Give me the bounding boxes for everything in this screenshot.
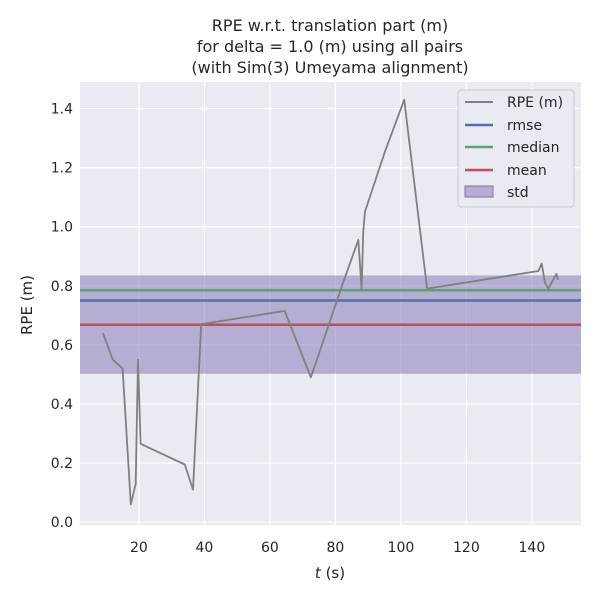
x-tick-label: 60 — [261, 540, 279, 556]
x-tick-label: 80 — [326, 540, 344, 556]
x-tick-label: 140 — [519, 540, 546, 556]
x-axis-unit: (s) — [321, 564, 345, 582]
x-tick-label: 100 — [388, 540, 415, 556]
legend-label-std: std — [507, 185, 529, 201]
y-tick-label: 1.0 — [51, 220, 73, 236]
stat-lines-layer — [80, 288, 581, 327]
chart-title-line-2: for delta = 1.0 (m) using all pairs — [197, 37, 463, 56]
y-tick-label: 0.8 — [51, 279, 73, 295]
legend-label-rpe: RPE (m) — [507, 95, 563, 111]
y-tick-label: 1.4 — [51, 102, 73, 118]
x-axis-variable: t — [315, 564, 322, 582]
x-tick-label: 20 — [130, 540, 148, 556]
x-axis-label: t (s) — [315, 564, 345, 582]
y-tick-label: 0.6 — [51, 338, 73, 354]
legend-label-rmse: rmse — [507, 118, 542, 134]
y-axis-label: RPE (m) — [18, 275, 36, 335]
y-tick-label: 0.2 — [51, 456, 73, 472]
y-tick-label: 0.4 — [51, 397, 73, 413]
legend: RPE (m) rmse median mean std — [457, 89, 575, 208]
x-tick-labels: 20 40 60 80 100 120 140 — [130, 540, 545, 556]
y-tick-labels: 0.0 0.2 0.4 0.6 0.8 1.0 1.2 1.4 — [51, 102, 73, 531]
series-layer — [102, 98, 559, 506]
legend-label-median: median — [507, 140, 559, 156]
legend-label-mean: mean — [507, 163, 547, 179]
chart-title-line-3: (with Sim(3) Umeyama alignment) — [191, 58, 468, 77]
y-tick-label: 0.0 — [51, 515, 73, 531]
y-tick-label: 1.2 — [51, 161, 73, 177]
chart-title-line-1: RPE w.r.t. translation part (m) — [212, 16, 448, 35]
x-tick-label: 40 — [196, 540, 214, 556]
legend-swatch-std — [464, 185, 494, 198]
rpe-series-line — [102, 98, 559, 506]
legend-box — [457, 89, 575, 208]
x-tick-label: 120 — [453, 540, 480, 556]
